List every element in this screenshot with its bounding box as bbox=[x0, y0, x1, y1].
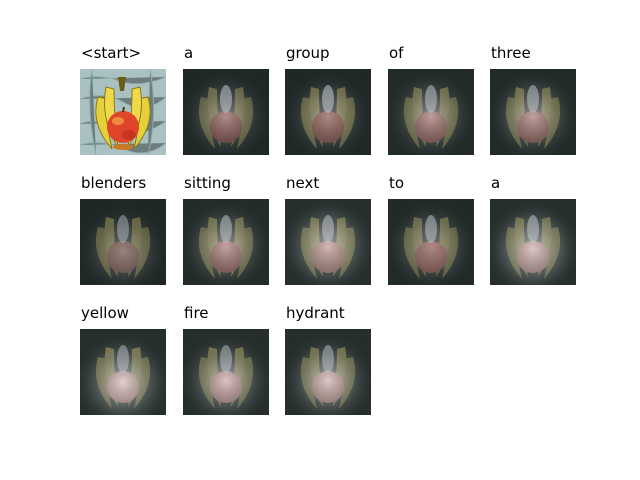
attention-image bbox=[388, 69, 474, 155]
caption-word: next bbox=[286, 174, 320, 192]
attention-image bbox=[183, 199, 269, 285]
attention-image bbox=[183, 329, 269, 415]
original-image bbox=[80, 69, 166, 155]
caption-word: a bbox=[491, 174, 501, 192]
caption-word: hydrant bbox=[286, 304, 345, 322]
caption-word: of bbox=[389, 44, 404, 62]
caption-word: a bbox=[184, 44, 194, 62]
caption-word: group bbox=[286, 44, 330, 62]
caption-word: <start> bbox=[81, 44, 142, 62]
attention-image bbox=[490, 69, 576, 155]
attention-image bbox=[490, 199, 576, 285]
attention-image bbox=[285, 329, 371, 415]
caption-word: sitting bbox=[184, 174, 231, 192]
attention-image bbox=[183, 69, 269, 155]
caption-word: to bbox=[389, 174, 405, 192]
attention-image bbox=[285, 199, 371, 285]
attention-image bbox=[80, 329, 166, 415]
attention-image bbox=[285, 69, 371, 155]
caption-word: three bbox=[491, 44, 531, 62]
attention-image bbox=[388, 199, 474, 285]
attention-image bbox=[80, 199, 166, 285]
caption-word: fire bbox=[184, 304, 209, 322]
caption-word: blenders bbox=[81, 174, 147, 192]
caption-word: yellow bbox=[81, 304, 129, 322]
